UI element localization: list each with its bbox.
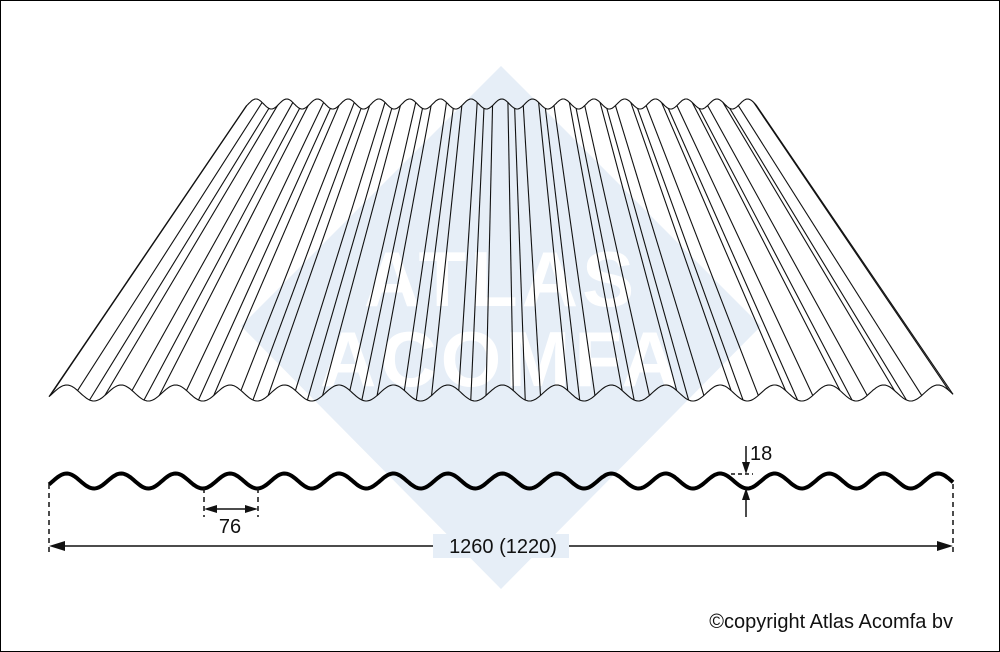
corrugation-line	[252, 108, 362, 401]
corrugation-line	[514, 108, 526, 401]
height-label: 18	[750, 443, 772, 465]
corrugation-line	[661, 102, 787, 391]
corrugation-line	[197, 108, 331, 401]
watermark: ATLAS ACOMFA	[241, 66, 761, 589]
corrugation-line	[544, 108, 581, 401]
corrugation-line	[485, 105, 494, 396]
corrugation-line	[614, 105, 705, 396]
arrow-up-icon	[742, 488, 750, 500]
copyright-text: ©copyright Atlas Acomfa bv	[709, 611, 953, 633]
corrugation-line	[294, 102, 386, 391]
corrugation-line	[89, 108, 270, 401]
corrugation-line	[431, 105, 463, 396]
corrugation-line	[676, 105, 814, 396]
corrugation-line	[306, 108, 393, 401]
corrugation-line	[213, 105, 340, 396]
corrugation-line	[698, 108, 853, 401]
corrugation-line	[729, 108, 907, 401]
corrugation-line	[553, 105, 596, 396]
corrugation-line	[753, 102, 950, 391]
corrugation-line	[522, 105, 542, 396]
sheet-back-edge	[245, 98, 757, 110]
corrugation-line	[599, 102, 678, 391]
sheet-side-edge	[755, 104, 954, 395]
corrugation-line	[349, 102, 417, 391]
corrugation-line	[186, 102, 325, 391]
corrugation-line	[376, 105, 432, 396]
corrugation-line	[667, 108, 799, 401]
corrugation-line	[267, 105, 371, 396]
corrugation-line	[131, 102, 294, 391]
corrugation-line	[104, 105, 278, 396]
sheet-perspective	[48, 98, 954, 402]
corrugation-line	[361, 108, 424, 401]
watermark-diamond	[241, 66, 761, 589]
corrugation-line	[507, 102, 514, 391]
corrugation-line	[415, 108, 454, 401]
corrugation-line	[158, 105, 309, 396]
sheet-side-edge	[48, 105, 247, 397]
corrugation-line	[77, 102, 263, 391]
corrugation-line	[240, 102, 355, 391]
corrugation-line	[143, 108, 301, 401]
arrow-down-icon	[742, 462, 750, 474]
corrugation-line	[630, 102, 732, 391]
corrugation-line	[458, 102, 478, 391]
corrugation-line	[691, 102, 841, 391]
corrugation-line	[568, 102, 623, 391]
corrugation-line	[645, 105, 759, 396]
width-label: 1260 (1220)	[449, 536, 557, 558]
corrugation-line	[606, 108, 690, 401]
corrugation-line	[470, 108, 485, 401]
arrow-right-icon	[937, 541, 953, 551]
watermark-text-acomfa: ACOMFA	[320, 315, 682, 403]
corrugation-line	[707, 105, 868, 396]
corrugation-line	[538, 102, 569, 391]
watermark-text-atlas: ATLAS	[364, 235, 638, 323]
corrugation-line	[403, 102, 448, 391]
arrow-right-icon	[245, 505, 258, 513]
corrugation-line	[322, 105, 401, 396]
sheet-front-edge	[48, 384, 954, 402]
arrow-left-icon	[49, 541, 65, 551]
corrugation-line	[722, 102, 895, 391]
corrugation-line	[575, 108, 635, 401]
corrugation-line	[637, 108, 744, 401]
pitch-label: 76	[219, 516, 241, 538]
sheet-profile	[47, 471, 955, 491]
arrow-left-icon	[204, 505, 217, 513]
corrugation-line	[737, 105, 923, 396]
corrugation-line	[584, 105, 650, 396]
